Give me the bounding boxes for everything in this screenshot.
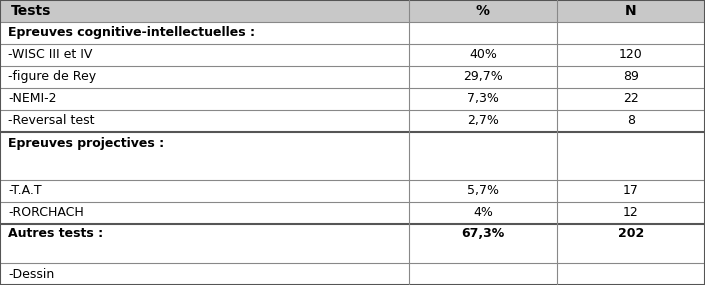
Bar [409,44,557,66]
Text: 29,7%: 29,7% [463,70,503,83]
Bar [557,132,705,180]
Bar [0,224,409,263]
Bar [557,0,705,22]
Text: 120: 120 [619,48,643,61]
Bar [557,66,705,88]
Bar [557,110,705,132]
Text: 17: 17 [623,184,639,197]
Bar [557,44,705,66]
Bar [0,132,409,180]
Bar [0,202,409,224]
Bar [0,66,409,88]
Bar [409,110,557,132]
Text: Epreuves projectives :: Epreuves projectives : [8,137,164,150]
Text: 5,7%: 5,7% [467,184,499,197]
Bar [0,263,409,285]
Text: Epreuves cognitive-intellectuelles :: Epreuves cognitive-intellectuelles : [8,27,255,39]
Text: -Dessin: -Dessin [8,268,55,280]
Text: 2,7%: 2,7% [467,114,499,127]
Text: 202: 202 [618,227,644,240]
Bar [0,22,409,44]
Bar [557,224,705,263]
Bar [0,44,409,66]
Text: -figure de Rey: -figure de Rey [8,70,97,83]
Bar [409,224,557,263]
Bar [409,0,557,22]
Bar [0,180,409,202]
Text: 12: 12 [623,206,639,219]
Bar [557,202,705,224]
Bar [557,263,705,285]
Text: -WISC III et IV: -WISC III et IV [8,48,93,61]
Text: -T.A.T: -T.A.T [8,184,42,197]
Bar [0,110,409,132]
Text: 8: 8 [627,114,635,127]
Text: -Reversal test: -Reversal test [8,114,95,127]
Text: 7,3%: 7,3% [467,92,499,105]
Text: Autres tests :: Autres tests : [8,227,104,240]
Bar [557,180,705,202]
Bar [409,180,557,202]
Text: -NEMI-2: -NEMI-2 [8,92,57,105]
Bar [409,88,557,110]
Text: 89: 89 [623,70,639,83]
Bar [557,22,705,44]
Bar [409,66,557,88]
Text: %: % [476,4,490,18]
Bar [409,263,557,285]
Bar [0,0,409,22]
Text: 40%: 40% [469,48,497,61]
Bar [409,22,557,44]
Text: Tests: Tests [11,4,51,18]
Bar [0,88,409,110]
Bar [409,202,557,224]
Text: -RORCHACH: -RORCHACH [8,206,84,219]
Bar [409,132,557,180]
Bar [557,88,705,110]
Text: 4%: 4% [473,206,493,219]
Text: 67,3%: 67,3% [461,227,505,240]
Text: N: N [625,4,637,18]
Text: 22: 22 [623,92,639,105]
